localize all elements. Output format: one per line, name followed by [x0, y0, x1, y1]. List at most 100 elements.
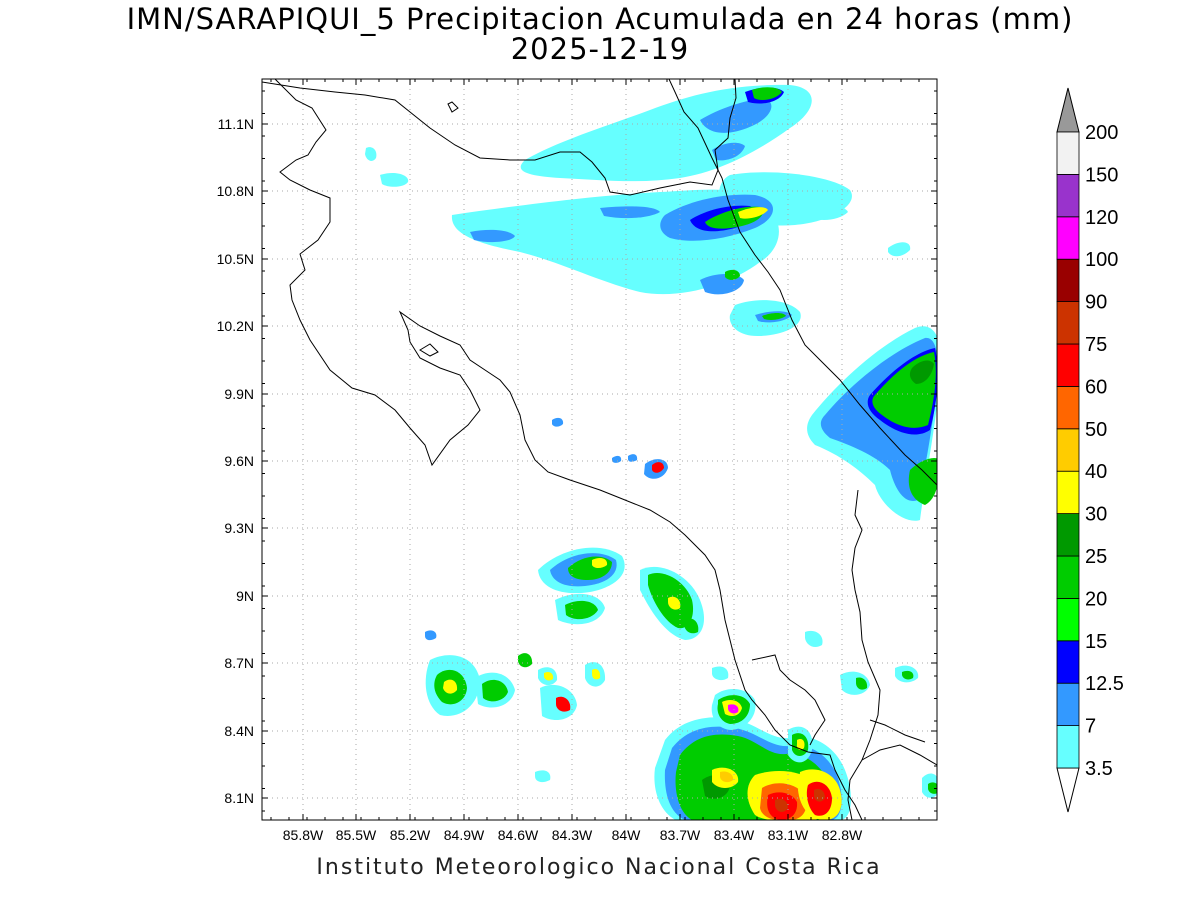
lon-tick-label: 82.8W — [822, 827, 863, 843]
colorbar-label: 120 — [1085, 207, 1118, 229]
rain-area — [565, 600, 598, 620]
lat-tick-label: 10.2N — [217, 318, 254, 334]
rain-area — [888, 242, 911, 257]
lake-shore — [447, 101, 459, 113]
lon-tick-label: 84.6W — [498, 827, 539, 843]
colorbar-label: 100 — [1085, 249, 1118, 271]
colorbar-label: 150 — [1085, 164, 1118, 186]
colorbar-label: 20 — [1085, 588, 1107, 610]
colorbar-label: 25 — [1085, 546, 1107, 568]
lon-tick-label: 85.8W — [283, 827, 324, 843]
lat-tick-label: 10.8N — [217, 183, 254, 199]
map-date: 2025-12-19 — [510, 32, 690, 66]
colorbar-swatch — [1056, 131, 1080, 175]
rain-area — [628, 454, 638, 462]
rain-area — [365, 147, 377, 161]
colorbar-label: 50 — [1085, 419, 1107, 441]
rain-area — [738, 207, 768, 219]
axis-ticks: 11.1N 10.8N 10.5N 10.2N 9.9N 9.6N 9.3N 9N 8.7N 8.… — [217, 79, 937, 843]
lat-tick-label: 9N — [236, 588, 254, 604]
rain-area — [796, 738, 805, 750]
colorbar-label: 60 — [1085, 376, 1107, 398]
rain-area — [552, 417, 564, 427]
lat-tick-label: 9.6N — [224, 453, 254, 469]
rain-area — [728, 704, 739, 714]
colorbar-swatch — [1056, 173, 1080, 218]
colorbar-swatch — [1056, 682, 1080, 727]
rain-area — [518, 653, 533, 668]
lon-tick-label: 85.2W — [390, 827, 431, 843]
map-frame — [261, 78, 938, 821]
precipitation-field — [365, 84, 937, 820]
border — [668, 79, 937, 486]
colorbar-label: 15 — [1085, 631, 1107, 653]
lon-tick-label: 84.9W — [444, 827, 485, 843]
coastline — [262, 79, 737, 196]
colorbar-swatch — [1056, 428, 1080, 472]
lat-tick-label: 8.4N — [224, 723, 254, 739]
colorbar-label: 200 — [1085, 122, 1118, 144]
rain-area — [652, 462, 664, 473]
colorbar-label: 3.5 — [1085, 758, 1113, 780]
graticule — [262, 79, 937, 820]
lon-tick-label: 83.4W — [714, 827, 755, 843]
lat-tick-label: 10.5N — [217, 251, 254, 267]
lon-tick-label: 84W — [612, 827, 642, 843]
coastline — [861, 744, 937, 766]
lat-tick-label: 11.1N — [218, 116, 254, 132]
lon-tick-label: 85.5W — [336, 827, 377, 843]
colorbar-swatch — [1056, 513, 1080, 557]
rain-area — [902, 670, 914, 680]
coastline — [274, 79, 863, 820]
colorbar-label: 12.5 — [1085, 673, 1124, 695]
rain-area — [612, 455, 622, 463]
colorbar-swatch — [1056, 598, 1080, 642]
rain-area — [762, 313, 786, 320]
colorbar-swatch — [1056, 555, 1080, 599]
colorbar-swatch — [1056, 343, 1080, 387]
rain-area — [725, 269, 740, 280]
colorbar-label: 75 — [1085, 334, 1107, 356]
rain-area — [928, 782, 937, 794]
colorbar-swatch — [1056, 385, 1080, 430]
colorbar-label: 30 — [1085, 504, 1107, 526]
rain-area — [556, 696, 571, 712]
lat-tick-label: 8.7N — [224, 655, 254, 671]
rain-area — [425, 630, 437, 641]
rain-area — [684, 618, 699, 634]
rain-area — [712, 142, 745, 161]
lake-shore — [419, 343, 439, 357]
colorbar-swatch — [1056, 216, 1080, 260]
rain-area — [712, 666, 729, 681]
rain-area — [482, 679, 508, 702]
rain-area — [592, 557, 608, 568]
colorbar-swatch — [1056, 640, 1080, 684]
rain-area — [380, 172, 409, 187]
lat-tick-label: 9.9N — [224, 386, 254, 402]
colorbar-label: 90 — [1085, 292, 1107, 314]
colorbar-label: 40 — [1085, 461, 1107, 483]
coastlines — [262, 79, 937, 820]
colorbar: 3.5 7 12.5 15 20 25 30 40 50 60 75 90 100 120 150 200 — [1056, 87, 1124, 813]
rain-area — [805, 630, 823, 648]
coastline — [751, 654, 826, 746]
rain-area — [535, 770, 551, 783]
rain-area — [600, 206, 660, 219]
colorbar-swatch — [1056, 258, 1080, 303]
colorbar-under-arrow — [1056, 767, 1080, 813]
colorbar-swatch — [1056, 301, 1080, 345]
rain-area — [470, 229, 515, 243]
colorbar-label: 7 — [1085, 716, 1096, 738]
rain-area — [544, 671, 554, 681]
footer-credit: Instituto Meteorologico Nacional Costa R… — [316, 855, 882, 880]
rain-area — [856, 677, 868, 690]
colorbar-swatch — [1056, 725, 1080, 769]
lat-tick-label: 8.1N — [224, 790, 254, 806]
coastline — [869, 719, 926, 743]
colorbar-over-arrow — [1056, 87, 1080, 133]
lon-tick-label: 84.3W — [552, 827, 593, 843]
rain-area — [592, 668, 601, 680]
rain-area — [443, 679, 458, 694]
rain-area — [908, 458, 937, 505]
